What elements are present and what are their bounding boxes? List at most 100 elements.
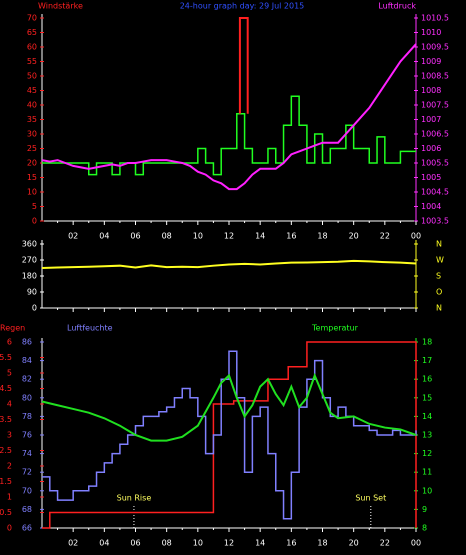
x-tick-label: 00 xyxy=(411,539,421,548)
y2-tick-label: 15 xyxy=(422,393,432,402)
y-tick-label: 3.5 xyxy=(0,415,12,424)
y2-tick-label: 13 xyxy=(422,431,432,440)
x-tick-label: 06 xyxy=(130,232,140,241)
x-tick-label: 08 xyxy=(162,232,172,241)
y3-tick-label: 66 xyxy=(22,524,32,533)
y-tick-label: 2.5 xyxy=(0,446,12,455)
y2-tick-label: N xyxy=(436,304,442,313)
y-tick-label: 20 xyxy=(27,159,37,168)
x-tick-label: 16 xyxy=(286,232,296,241)
x-tick-label: 22 xyxy=(380,232,390,241)
x-tick-label: 04 xyxy=(99,232,109,241)
y2-tick-label: 1009.5 xyxy=(421,43,449,52)
y-tick-label: 60 xyxy=(27,43,37,52)
y-tick-label: 45 xyxy=(27,86,37,95)
x-tick-label: 08 xyxy=(162,539,172,548)
y2-tick-label: 1007 xyxy=(421,115,441,124)
annotation: Sun Rise xyxy=(117,494,152,503)
y-tick-label: 6 xyxy=(7,338,12,347)
y-tick-label: 25 xyxy=(27,144,37,153)
y3-tick-label: 86 xyxy=(22,338,32,347)
y-tick-label: 180 xyxy=(22,272,37,281)
y3-tick-label: 74 xyxy=(22,449,32,458)
y-tick-label: 5.5 xyxy=(0,353,12,362)
y2-tick-label: 1010 xyxy=(421,28,441,37)
y-tick-label: 0 xyxy=(32,304,37,313)
y3-tick-label: 76 xyxy=(22,431,32,440)
x-tick-label: 14 xyxy=(255,539,265,548)
data-line xyxy=(42,341,417,529)
y3-tick-label: 80 xyxy=(22,393,32,402)
data-line xyxy=(41,259,417,269)
annotation: Sun Set xyxy=(355,494,386,503)
x-tick-label: 16 xyxy=(286,539,296,548)
y2-tick-label: 9 xyxy=(422,505,427,514)
y3-tick-label: 82 xyxy=(22,375,32,384)
y2-tick-label: 1006.5 xyxy=(421,130,449,139)
y2-tick-label: 10 xyxy=(422,486,432,495)
x-tick-label: 20 xyxy=(349,232,359,241)
x-tick-label: 22 xyxy=(380,539,390,548)
y-tick-label: 4.5 xyxy=(0,384,12,393)
y-tick-label: 35 xyxy=(27,115,37,124)
y-tick-label: 0 xyxy=(7,524,12,533)
y2-tick-label: 1007.5 xyxy=(421,101,449,110)
y2-tick-label: 1009 xyxy=(421,57,441,66)
y2-tick-label: 17 xyxy=(422,356,432,365)
y3-tick-label: 70 xyxy=(22,486,32,495)
x-tick-label: 00 xyxy=(411,232,421,241)
y-tick-label: 5 xyxy=(7,369,12,378)
y3-tick-label: 72 xyxy=(22,468,32,477)
y-tick-label: 30 xyxy=(27,130,37,139)
x-tick-label: 06 xyxy=(130,539,140,548)
y-tick-label: 90 xyxy=(27,288,37,297)
data-line xyxy=(238,17,249,114)
x-tick-label: 18 xyxy=(317,232,327,241)
y2-tick-label: 1008.5 xyxy=(421,72,449,81)
y-tick-label: 5 xyxy=(32,202,37,211)
chart-title: 24-hour graph day: 29 Jul 2015 xyxy=(180,2,305,11)
axis-title: Temperatur xyxy=(311,324,359,333)
y-tick-label: 1.5 xyxy=(0,477,12,486)
axis-title: Luftdruck xyxy=(378,2,416,11)
y-tick-label: 2 xyxy=(7,462,12,471)
y3-tick-label: 78 xyxy=(22,412,32,421)
y-tick-label: 0 xyxy=(32,217,37,226)
data-line xyxy=(41,43,417,191)
y2-tick-label: 1010.5 xyxy=(421,14,449,23)
x-tick-label: 10 xyxy=(193,539,203,548)
y2-tick-label: S xyxy=(436,272,441,281)
x-tick-label: 12 xyxy=(224,539,234,548)
y-tick-label: 360 xyxy=(22,240,37,249)
y2-tick-label: W xyxy=(436,256,444,265)
y3-tick-label: 68 xyxy=(22,505,32,514)
y2-tick-label: 1005.5 xyxy=(421,159,449,168)
y-tick-label: 50 xyxy=(27,72,37,81)
y2-tick-label: 8 xyxy=(422,524,427,533)
data-line xyxy=(41,372,417,442)
y-tick-label: 1 xyxy=(7,493,12,502)
y2-tick-label: 1004 xyxy=(421,202,441,211)
y-tick-label: 270 xyxy=(22,256,37,265)
y-tick-label: 70 xyxy=(27,14,37,23)
y-tick-label: 4 xyxy=(7,400,12,409)
y-tick-label: 3 xyxy=(7,431,12,440)
x-tick-label: 02 xyxy=(68,232,78,241)
x-tick-label: 20 xyxy=(349,539,359,548)
x-tick-label: 02 xyxy=(68,539,78,548)
y-tick-label: 55 xyxy=(27,57,37,66)
y2-tick-label: N xyxy=(436,240,442,249)
y-tick-label: 0.5 xyxy=(0,508,12,517)
y2-tick-label: 1004.5 xyxy=(421,188,449,197)
y2-tick-label: 1003.5 xyxy=(421,217,449,226)
y2-tick-label: 11 xyxy=(422,468,432,477)
y3-tick-label: 84 xyxy=(22,356,32,365)
y2-tick-label: 1005 xyxy=(421,173,441,182)
x-tick-label: 10 xyxy=(193,232,203,241)
x-tick-label: 12 xyxy=(224,232,234,241)
y2-tick-label: 18 xyxy=(422,338,432,347)
axis-title: Windstärke xyxy=(38,2,83,11)
x-tick-label: 14 xyxy=(255,232,265,241)
y-tick-label: 10 xyxy=(27,188,37,197)
